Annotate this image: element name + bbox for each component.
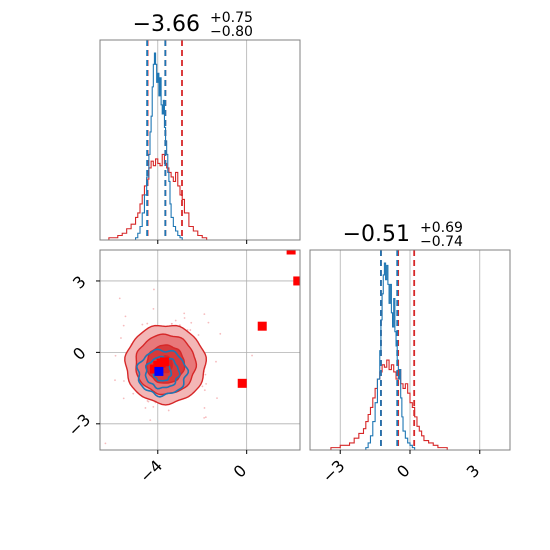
title-param2-sub: −0.74 [420, 234, 463, 250]
sample-dot [141, 323, 144, 326]
marker-red [286, 250, 296, 255]
y-tick-label: 3 [69, 272, 90, 293]
histogram-blue [365, 262, 416, 450]
sample-dot [174, 319, 177, 322]
scatter-panel: −4 0 3 0 −3 [64, 249, 301, 486]
title-param1-main: −3.66 [133, 12, 200, 37]
sample-dot [114, 379, 116, 382]
title-param2-main: −0.51 [343, 222, 410, 247]
x-tick-label: 3 [463, 461, 484, 482]
sample-dot [204, 373, 207, 376]
marker-red [293, 276, 300, 286]
contour-blue-level [144, 355, 181, 390]
x-tick-label: −4 [136, 456, 166, 486]
sample-dot [207, 321, 210, 324]
contour-blue-level [135, 348, 190, 398]
sample-dot [132, 392, 135, 395]
marker-red [257, 321, 267, 331]
sample-dot [203, 407, 206, 409]
sample-dot [152, 307, 155, 310]
title-param1-sup: +0.75 [210, 10, 253, 26]
sample-dot [167, 409, 170, 412]
x-tick-label: 0 [230, 461, 251, 482]
sample-dot [170, 322, 173, 325]
sample-dot [178, 324, 181, 327]
sample-dot [203, 313, 206, 316]
axes-frame [99, 249, 301, 451]
sample-dot [183, 312, 186, 315]
sample-dot [203, 417, 206, 419]
sample-dot [146, 322, 149, 325]
hist-panel-param1 [99, 39, 301, 244]
sample-dot [205, 382, 208, 385]
title-param2-sup: +0.69 [420, 220, 463, 236]
histogram-blue [135, 52, 185, 240]
x-tick-label: −3 [318, 456, 348, 486]
sample-dot [251, 354, 253, 357]
sample-dot [144, 407, 147, 409]
marker-red [237, 378, 247, 388]
marker-blue [154, 366, 164, 376]
sample-dot [203, 389, 206, 392]
sample-dot [147, 400, 150, 403]
histogram-red [108, 153, 212, 240]
sample-dot [189, 329, 192, 331]
sample-dot [190, 321, 193, 324]
sample-dot [123, 380, 125, 382]
sample-dot [204, 416, 207, 419]
sample-dot [149, 419, 152, 422]
y-tick-label: −3 [64, 410, 94, 440]
sample-dot [122, 324, 125, 327]
sample-dot [153, 288, 155, 291]
sample-dot [219, 332, 222, 335]
sample-dot [124, 315, 127, 318]
histogram-red [330, 359, 452, 450]
sample-dot [120, 337, 122, 339]
sample-dot [122, 397, 125, 400]
sample-dot [216, 397, 218, 400]
sample-dot [152, 405, 155, 408]
sample-dot [215, 360, 217, 363]
marker-red [159, 357, 169, 367]
y-tick-label: 0 [69, 343, 90, 364]
hist-panel-param2: −3 0 3 [309, 249, 511, 486]
axes-frame [99, 39, 301, 241]
sample-dot [201, 385, 204, 388]
x-tick-label: 0 [393, 461, 414, 482]
sample-dot [104, 442, 107, 445]
sample-dot [197, 334, 200, 336]
sample-dot [118, 297, 121, 300]
title-param1-sub: −0.80 [210, 24, 253, 40]
sample-dot [183, 317, 186, 319]
sample-dot [114, 354, 117, 357]
